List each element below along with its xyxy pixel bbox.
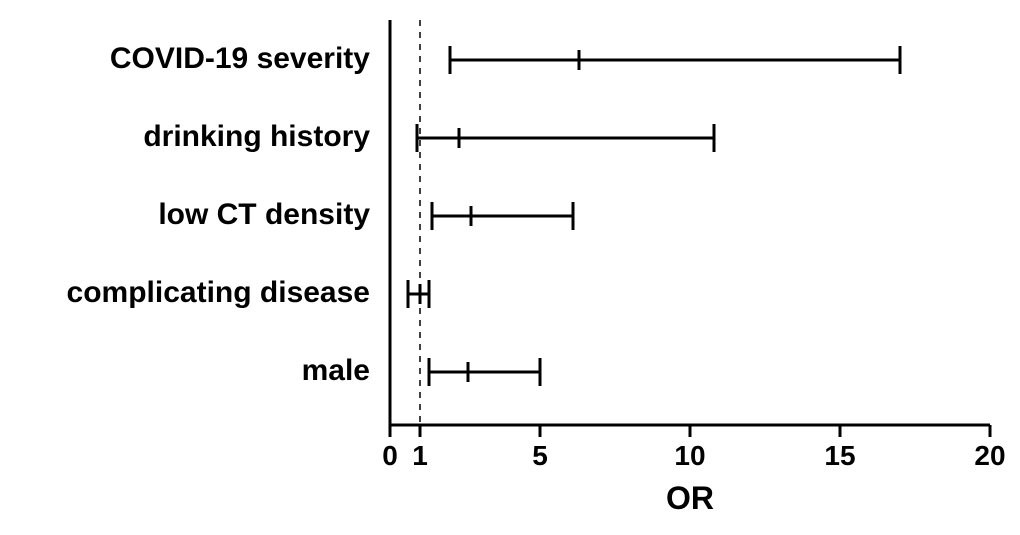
forest-plot: COVID-19 severity drinking history low CT … xyxy=(0,0,1020,535)
category-label: COVID-19 severity xyxy=(110,42,370,75)
x-axis-title: OR xyxy=(666,480,714,516)
x-tick-label: 1 xyxy=(412,440,428,471)
x-tick-label: 20 xyxy=(974,440,1005,471)
x-tick-label: 5 xyxy=(532,440,548,471)
category-label: low CT density xyxy=(158,198,370,231)
x-tick-label: 15 xyxy=(824,440,855,471)
category-label: male xyxy=(302,354,370,387)
category-label: complicating disease xyxy=(67,276,370,309)
x-tick-label: 10 xyxy=(674,440,705,471)
category-label: drinking history xyxy=(143,120,370,153)
x-tick-label: 0 xyxy=(382,440,398,471)
